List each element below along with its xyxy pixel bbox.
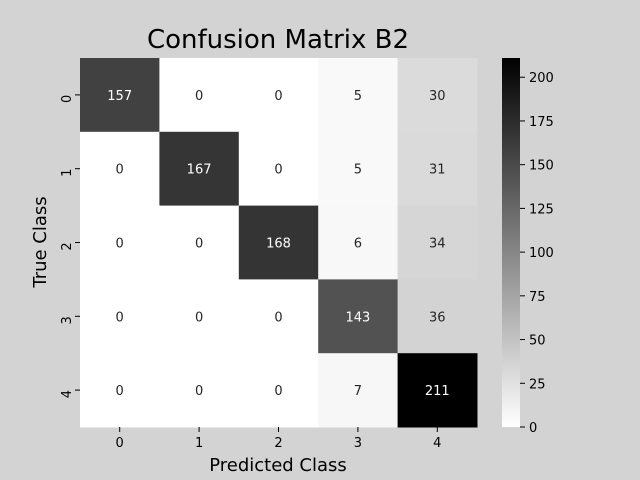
x-axis-label: Predicted Class xyxy=(209,455,347,476)
heatmap-cells xyxy=(80,58,478,428)
heatmap-cell xyxy=(80,58,160,133)
cell-value-label: 36 xyxy=(429,310,446,325)
x-tick-label: 1 xyxy=(195,436,203,451)
cell-value-label: 0 xyxy=(116,384,124,399)
cell-value-label: 5 xyxy=(354,163,362,178)
x-tick-label: 3 xyxy=(354,436,362,451)
y-axis-ticks: 0 1 2 3 4 xyxy=(60,94,80,398)
cell-value-label: 0 xyxy=(195,384,203,399)
heatmap-cell xyxy=(238,58,319,133)
x-tick-label: 2 xyxy=(274,436,282,451)
heatmap-cell xyxy=(238,131,319,207)
heatmap-cell xyxy=(80,131,160,207)
y-tick-label: 4 xyxy=(60,390,75,398)
cell-value-label: 0 xyxy=(274,89,282,104)
colorbar-tick-label: 50 xyxy=(529,334,546,349)
colorbar-tick-label: 25 xyxy=(529,377,546,392)
heatmap-cell xyxy=(397,279,478,354)
colorbar-tick-label: 75 xyxy=(529,290,546,305)
cell-value-label: 0 xyxy=(195,237,203,252)
cell-value-label: 0 xyxy=(116,163,124,178)
colorbar xyxy=(502,58,520,427)
heatmap-cell xyxy=(238,205,319,280)
heatmap-cell-labels: 157 0 0 5 30 0 167 0 5 31 0 0 168 6 34 0 0 0 143 36 0 0 0 7 211 xyxy=(107,89,449,399)
heatmap-cell xyxy=(318,131,399,207)
cell-value-label: 168 xyxy=(266,237,291,252)
heatmap-cell xyxy=(318,279,399,354)
colorbar-tick-label: 200 xyxy=(529,71,554,86)
cell-value-label: 0 xyxy=(116,237,124,252)
heatmap-cell xyxy=(397,131,478,207)
heatmap-cell xyxy=(159,279,240,354)
y-tick-label: 1 xyxy=(60,169,75,177)
heatmap-cell xyxy=(318,205,399,280)
heatmap-cell xyxy=(238,279,319,354)
colorbar-tick-label: 0 xyxy=(529,421,537,436)
x-tick-label: 4 xyxy=(433,436,441,451)
cell-value-label: 30 xyxy=(429,89,446,104)
cell-value-label: 6 xyxy=(354,237,362,252)
colorbar-tick-label: 125 xyxy=(529,202,554,217)
x-tick-label: 0 xyxy=(116,436,124,451)
cell-value-label: 31 xyxy=(429,163,446,178)
cell-value-label: 34 xyxy=(429,237,446,252)
heatmap-cell xyxy=(80,353,160,428)
heatmap-cell xyxy=(159,58,240,133)
cell-value-label: 167 xyxy=(187,163,212,178)
cell-value-label: 0 xyxy=(195,310,203,325)
y-tick-label: 2 xyxy=(60,242,75,250)
cell-value-label: 0 xyxy=(274,310,282,325)
heatmap-cell xyxy=(397,205,478,280)
heatmap-cell xyxy=(318,353,399,428)
y-axis-label: True Class xyxy=(30,196,51,288)
colorbar-ticks: 0 25 50 75 100 125 150 175 200 xyxy=(520,71,554,436)
cell-value-label: 0 xyxy=(116,310,124,325)
heatmap-cell xyxy=(80,279,160,354)
colorbar-tick-label: 150 xyxy=(529,159,554,174)
heatmap-cell xyxy=(159,131,240,207)
y-tick-label: 0 xyxy=(60,95,75,103)
y-tick-label: 3 xyxy=(60,316,75,324)
heatmap-cell xyxy=(80,205,160,280)
heatmap-cell xyxy=(238,353,319,428)
cell-value-label: 211 xyxy=(425,384,450,399)
colorbar-tick-label: 100 xyxy=(529,246,554,261)
heatmap-cell xyxy=(397,58,478,133)
cell-value-label: 7 xyxy=(354,384,362,399)
cell-value-label: 143 xyxy=(345,310,370,325)
x-axis-ticks: 0 1 2 3 4 xyxy=(116,427,441,451)
heatmap-cell xyxy=(159,353,240,428)
heatmap-cell xyxy=(318,58,399,133)
cell-value-label: 0 xyxy=(274,384,282,399)
heatmap-cell xyxy=(397,353,478,428)
chart-title: Confusion Matrix B2 xyxy=(147,25,409,55)
cell-value-label: 0 xyxy=(274,163,282,178)
cell-value-label: 5 xyxy=(354,89,362,104)
heatmap-cell xyxy=(159,205,240,280)
cell-value-label: 157 xyxy=(107,89,132,104)
colorbar-tick-label: 175 xyxy=(529,115,554,130)
cell-value-label: 0 xyxy=(195,89,203,104)
